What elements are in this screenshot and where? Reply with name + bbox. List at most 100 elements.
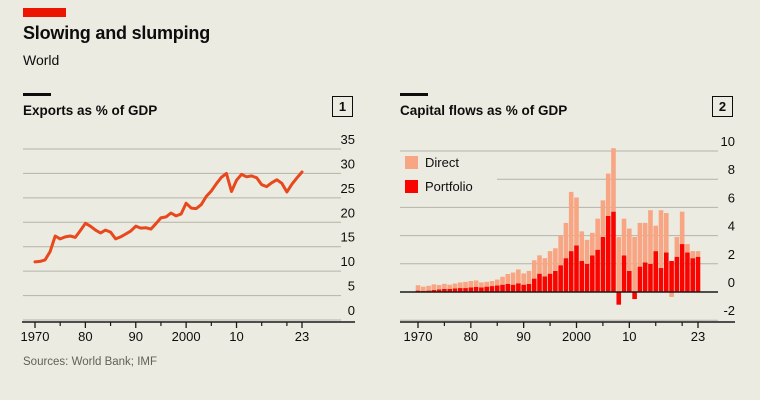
bar-portfolio (621, 255, 627, 292)
bar-portfolio (463, 288, 468, 292)
x-tick-label: 1970 (21, 329, 50, 344)
y-tick-label: 15 (341, 230, 355, 245)
y-tick-label: 10 (721, 134, 735, 149)
bar-portfolio (658, 268, 664, 292)
bar-portfolio (431, 290, 437, 292)
bar-direct (500, 276, 505, 285)
y-tick-label: 25 (341, 181, 355, 196)
y-tick-label: 35 (341, 132, 355, 147)
bar-direct (484, 281, 489, 287)
bar-portfolio (537, 273, 542, 292)
bar-portfolio (473, 286, 479, 292)
x-tick-label: 90 (129, 329, 143, 344)
x-tick-label: 1970 (404, 329, 433, 344)
bar-direct (531, 260, 537, 279)
bar-direct (595, 218, 600, 250)
bar-direct (494, 279, 500, 286)
bar-portfolio (685, 252, 690, 292)
bar-direct (505, 273, 511, 284)
panel-index-2: 2 (712, 96, 733, 117)
bar-portfolio (484, 286, 489, 292)
bar-direct (542, 258, 548, 277)
bar-direct (568, 191, 574, 252)
y-tick-label: 2 (728, 247, 735, 262)
bar-direct (537, 255, 542, 274)
y-tick-label: 20 (341, 205, 355, 220)
x-tick-label: 80 (464, 329, 478, 344)
legend-label-direct: Direct (425, 154, 459, 170)
bar-direct (616, 237, 622, 292)
bar-direct (590, 232, 595, 256)
bar-portfolio (468, 287, 474, 292)
bar-direct (510, 272, 516, 285)
x-tick-label: 23 (295, 329, 309, 344)
legend-label-portfolio: Portfolio (425, 178, 473, 194)
bar-portfolio (553, 270, 558, 292)
x-tick-label: 10 (622, 329, 636, 344)
bar-portfolio (648, 263, 653, 292)
y-tick-label: 0 (348, 303, 355, 318)
panel-title-capital-flows: Capital flows as % of GDP (400, 103, 568, 118)
source-note: Sources: World Bank; IMF (23, 356, 157, 368)
bar-portfolio (563, 258, 569, 292)
bar-direct (547, 251, 553, 274)
y-tick-label: 8 (728, 162, 735, 177)
economist-red-tag (23, 8, 66, 17)
bar-portfolio (590, 255, 595, 292)
bar-direct (648, 210, 653, 264)
bar-direct (431, 284, 437, 291)
bar-direct (695, 251, 701, 257)
bar-direct (468, 281, 474, 288)
bar-direct (653, 225, 659, 252)
bar-direct (452, 283, 458, 289)
panel-rule-left (23, 93, 51, 96)
bar-portfolio (616, 292, 622, 305)
bar-portfolio (669, 260, 674, 292)
bar-direct (605, 173, 611, 216)
bar-direct (658, 210, 664, 269)
chart-title: Slowing and slumping (23, 23, 210, 43)
bar-portfolio (531, 278, 537, 292)
y-tick-label: 4 (728, 219, 735, 234)
legend-item-direct: Direct (405, 153, 473, 171)
bar-portfolio (600, 237, 606, 292)
bar-portfolio (690, 258, 696, 292)
bar-direct (685, 244, 690, 253)
bar-direct (600, 200, 606, 238)
bar-direct (447, 284, 452, 289)
x-tick-label: 80 (78, 329, 92, 344)
bar-direct (642, 222, 648, 263)
y-tick-label: 0 (728, 275, 735, 290)
bar-direct (436, 284, 442, 290)
panel-index-1: 1 (332, 96, 353, 117)
bar-direct (479, 282, 484, 288)
bar-portfolio (568, 251, 574, 292)
x-tick-label: 23 (691, 329, 705, 344)
bar-portfolio (489, 286, 495, 292)
bar-direct (637, 222, 643, 267)
bar-portfolio (436, 289, 442, 292)
bar-portfolio (674, 256, 680, 292)
bar-portfolio (579, 260, 585, 292)
y-tick-label: 10 (341, 254, 355, 269)
bar-direct (690, 251, 696, 259)
bar-portfolio (457, 288, 463, 292)
bar-portfolio (479, 287, 484, 292)
bar-portfolio (505, 283, 511, 292)
y-tick-label: 30 (341, 156, 355, 171)
x-tick-label: 90 (516, 329, 530, 344)
bar-portfolio (637, 266, 643, 292)
bar-portfolio (542, 276, 548, 292)
bar-direct (627, 228, 632, 271)
legend: Direct Portfolio (405, 153, 473, 201)
bar-direct (426, 285, 431, 291)
bar-direct (669, 292, 674, 297)
bar-portfolio (642, 262, 648, 292)
x-tick-label: 2000 (562, 329, 591, 344)
bar-direct (674, 237, 680, 257)
bar-portfolio (584, 263, 590, 292)
bar-portfolio (595, 249, 600, 292)
x-tick-label: 2000 (172, 329, 201, 344)
